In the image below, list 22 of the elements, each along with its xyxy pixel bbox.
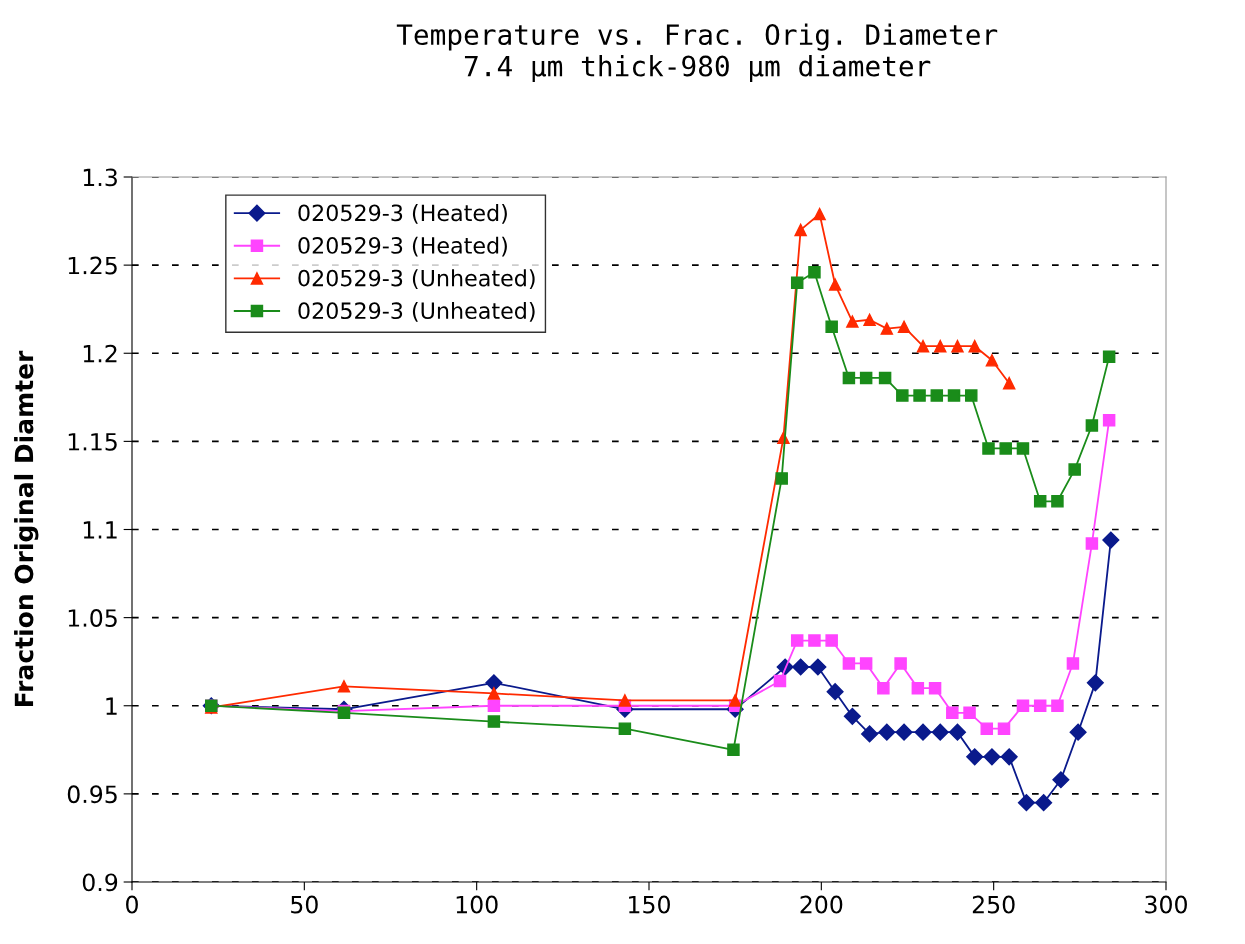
y-tick-label: 1.15 (68, 433, 117, 451)
y-tick-label: 0.9 (82, 873, 118, 892)
x-tick-label: 0 (126, 895, 138, 914)
y-axis-title: Fraction Original Diamter (14, 350, 39, 707)
legend-label: 020529-3 (Unheated) (298, 269, 535, 290)
x-tick-label: 50 (291, 895, 318, 914)
y-tick-label: 1.1 (83, 521, 117, 539)
y-tick-label: 1.2 (83, 344, 117, 363)
y-tick-label: 1.05 (68, 609, 117, 627)
y-tick-label: 1.25 (68, 256, 117, 275)
legend-label: 020529-3 (Heated) (298, 236, 507, 257)
y-tick-label: 1 (106, 697, 117, 715)
x-tick-label: 200 (800, 895, 843, 914)
x-tick-label: 150 (629, 895, 670, 914)
y-tick-label: 0.95 (67, 785, 117, 804)
x-tick-label: 300 (1145, 895, 1187, 914)
chart-title: Temperature vs. Frac. Orig. Diameter 7.4 μm thick-980 μm diameter (396, 23, 998, 82)
y-tick-label: 1.3 (83, 168, 117, 187)
x-tick-label: 100 (456, 895, 498, 914)
legend-label: 020529-3 (Heated) (298, 204, 507, 224)
legend-label: 020529-3 (Unheated) (298, 301, 535, 322)
x-tick-label: 250 (972, 895, 1015, 914)
